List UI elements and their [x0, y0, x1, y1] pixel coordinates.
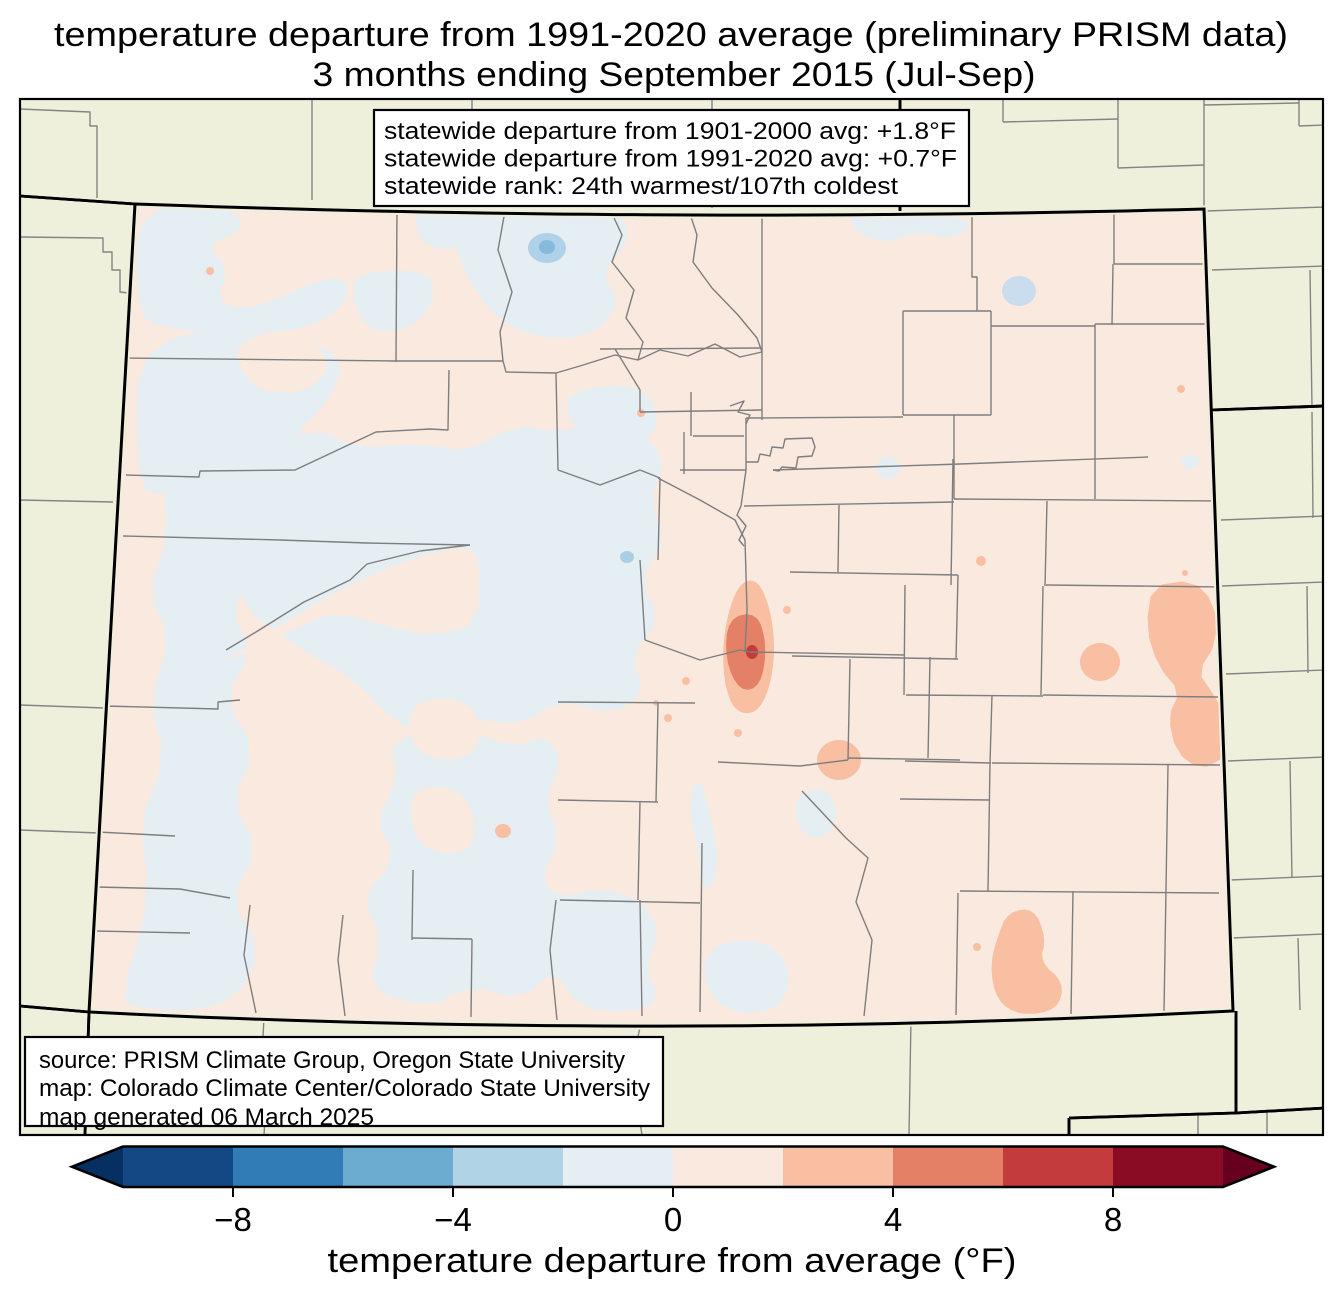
svg-text:−4: −4 — [434, 1201, 472, 1238]
svg-text:3 months ending September 2015: 3 months ending September 2015 (Jul-Sep) — [313, 56, 1036, 94]
svg-text:8: 8 — [1104, 1201, 1122, 1238]
svg-text:temperature departure from ave: temperature departure from average (°F) — [328, 1242, 1017, 1280]
svg-text:map generated 06 March 2025: map generated 06 March 2025 — [39, 1104, 374, 1131]
svg-text:statewide departure from 1901-: statewide departure from 1901-2000 avg: … — [384, 118, 956, 145]
svg-text:4: 4 — [884, 1201, 902, 1238]
svg-text:map: Colorado Climate Center/C: map: Colorado Climate Center/Colorado St… — [39, 1075, 651, 1102]
svg-text:−8: −8 — [214, 1201, 252, 1238]
svg-text:temperature departure from 199: temperature departure from 1991-2020 ave… — [54, 16, 1288, 54]
svg-text:statewide departure from 1991-: statewide departure from 1991-2020 avg: … — [384, 146, 957, 173]
svg-text:source: PRISM Climate Group, O: source: PRISM Climate Group, Oregon Stat… — [39, 1047, 626, 1074]
svg-text:statewide rank: 24th warmest/1: statewide rank: 24th warmest/107th colde… — [384, 173, 898, 200]
svg-text:0: 0 — [664, 1201, 682, 1238]
